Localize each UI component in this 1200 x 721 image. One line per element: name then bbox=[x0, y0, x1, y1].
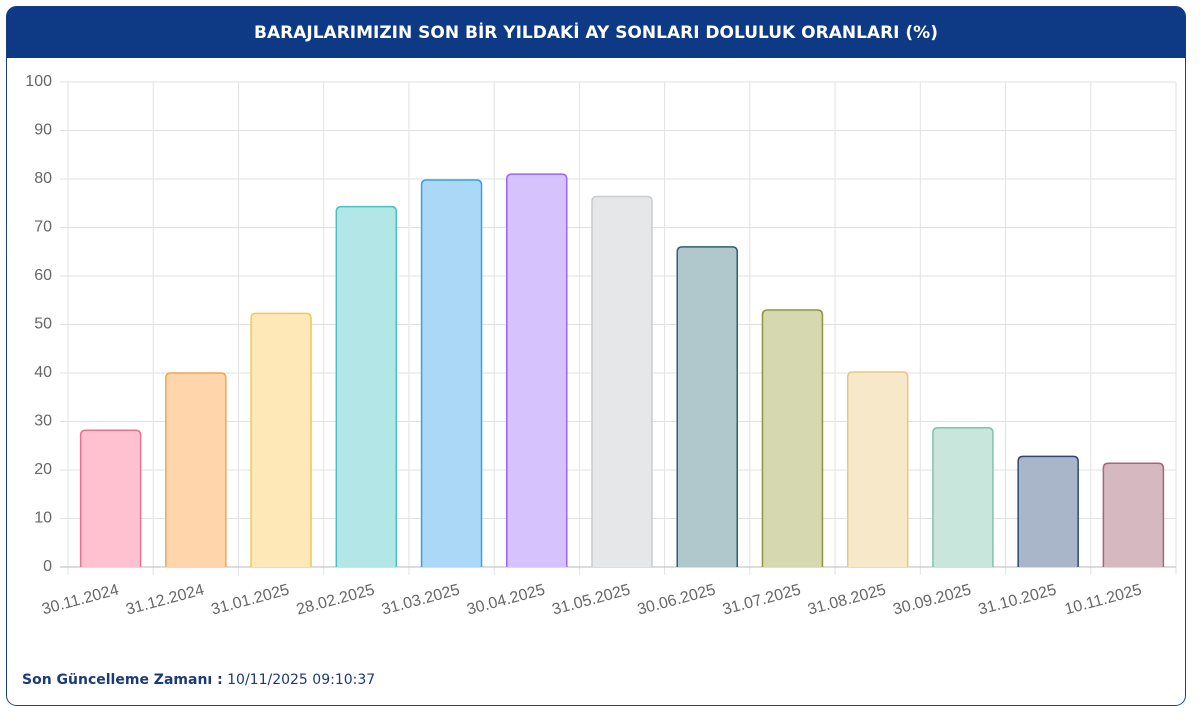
bar bbox=[250, 312, 312, 567]
bar bbox=[1102, 462, 1165, 567]
y-tick-label: 60 bbox=[34, 267, 52, 284]
bar bbox=[591, 195, 653, 567]
bar bbox=[676, 246, 738, 567]
y-tick-label: 30 bbox=[34, 413, 52, 430]
bar bbox=[1017, 455, 1079, 567]
y-tick-label: 0 bbox=[43, 558, 52, 575]
bar bbox=[420, 179, 483, 567]
y-tick-label: 50 bbox=[34, 316, 52, 333]
y-tick-label: 20 bbox=[34, 461, 52, 478]
y-tick-label: 70 bbox=[34, 219, 52, 236]
chart-title: BARAJLARIMIZIN SON BİR YILDAKİ AY SONLAR… bbox=[254, 21, 938, 43]
bar bbox=[165, 372, 227, 567]
footer-value: 10/11/2025 09:10:37 bbox=[227, 672, 375, 688]
footer-label: Son Güncelleme Zamanı : bbox=[22, 672, 223, 688]
bar bbox=[932, 427, 994, 567]
footer: Son Güncelleme Zamanı : 10/11/2025 09:10… bbox=[22, 672, 375, 688]
bar bbox=[335, 205, 398, 567]
y-tick-label: 100 bbox=[25, 73, 52, 90]
y-tick-label: 90 bbox=[34, 122, 52, 139]
bar bbox=[506, 173, 568, 567]
bar bbox=[79, 429, 142, 567]
card-header bbox=[6, 6, 1186, 58]
y-tick-label: 80 bbox=[34, 170, 52, 187]
y-tick-label: 10 bbox=[34, 510, 52, 527]
bar bbox=[761, 309, 824, 567]
y-tick-label: 40 bbox=[34, 364, 52, 381]
bar bbox=[846, 371, 909, 567]
